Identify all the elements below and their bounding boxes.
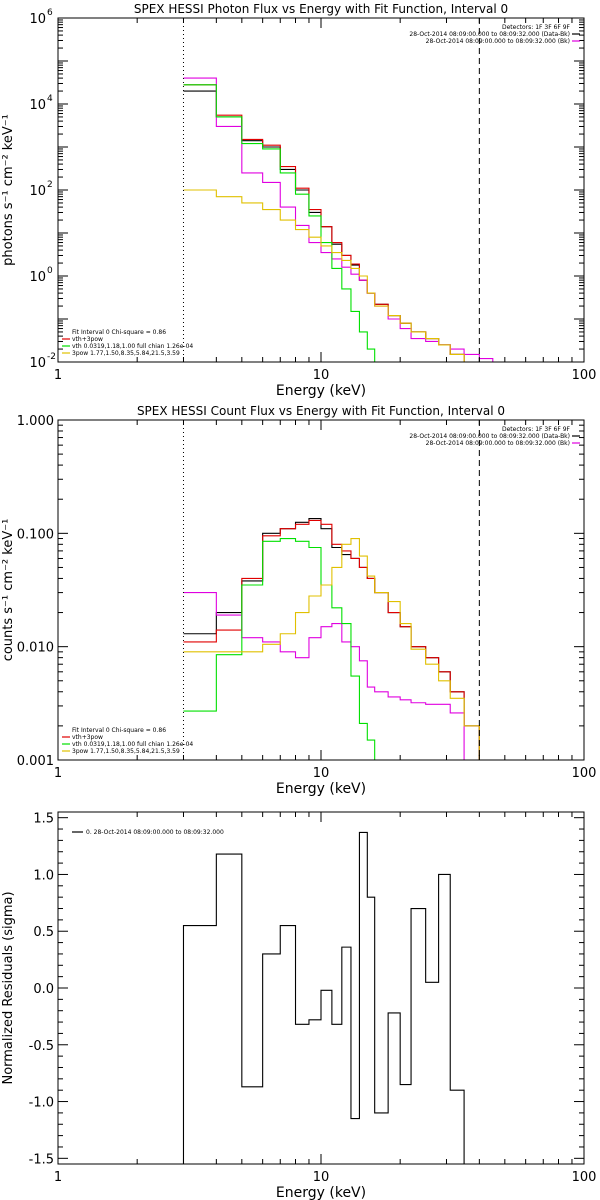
photon-flux-legend-text: 28-Oct-2014 08:09:00.000 to 08:09:32.000… bbox=[409, 31, 570, 38]
residuals-x-tick-label: 1 bbox=[54, 1170, 62, 1185]
photon-flux-y-tick-exponent: -2 bbox=[47, 352, 56, 362]
count-flux-y-tick-label: 0.010 bbox=[17, 641, 54, 656]
count-flux-x-axis-label: Energy (keV) bbox=[276, 781, 366, 797]
count-flux-legend-text: Detectors: 1F 3F 6F 9F bbox=[502, 426, 571, 433]
count-flux-series-1-line bbox=[183, 519, 480, 760]
photon-flux-x-tick-label: 10 bbox=[313, 368, 330, 383]
count-flux-series-group bbox=[183, 518, 506, 760]
residuals-plot-frame bbox=[57, 811, 585, 1165]
photon-flux-x-axis-label: Energy (keV) bbox=[276, 383, 366, 399]
count-flux-legend-text: vth+3pow bbox=[72, 734, 103, 741]
photon-flux-x-axis: 1 10 100 Energy (keV) bbox=[54, 18, 597, 399]
photon-flux-x-tick-label: 100 bbox=[572, 368, 597, 383]
photon-flux-y-tick-label: 10 bbox=[29, 270, 46, 285]
photon-flux-series-4-line bbox=[183, 189, 506, 362]
residuals-y-tick-label: -1.0 bbox=[29, 1096, 54, 1111]
photon-flux-legend-text: 3pow 1.77,1.50,8.35,5.84,21.5,3.59 bbox=[72, 350, 180, 357]
photon-flux-series-group bbox=[183, 77, 506, 362]
residuals-series-0-line bbox=[182, 831, 465, 1164]
photon-flux-legend-text: Detectors: 1F 3F 6F 9F bbox=[502, 24, 571, 31]
count-flux-y-axis-label: counts s⁻¹ cm⁻² keV⁻¹ bbox=[1, 519, 16, 662]
photon-flux-series-2-line bbox=[183, 77, 494, 362]
residuals-y-tick-label: 1.5 bbox=[33, 812, 54, 827]
residuals-x-axis: 1 10 100 Energy (keV) bbox=[54, 812, 597, 1200]
photon-flux-legend-text: Fit Interval 0 Chi-square = 0.86 bbox=[72, 329, 166, 336]
residuals-series-group bbox=[182, 831, 465, 1164]
count-flux-legend-text: 3pow 1.77,1.50,8.35,5.84,21.5,3.59 bbox=[72, 748, 180, 755]
count-flux-legend-text: vth 0.0319,1.18,1.00 full chian 1.26e-04 bbox=[72, 741, 193, 748]
residuals-legend: 0. 28-Oct-2014 08:09:00.000 to 08:09:32.… bbox=[72, 829, 224, 836]
count-flux-chart-title: SPEX HESSI Count Flux vs Energy with Fit… bbox=[137, 404, 505, 418]
count-flux-series-0-line bbox=[183, 518, 480, 760]
count-flux-y-tick-label: 0.100 bbox=[17, 527, 54, 542]
residuals-x-tick-label: 10 bbox=[313, 1170, 330, 1185]
residuals-y-tick-label: 0.0 bbox=[33, 982, 54, 997]
count-flux-x-tick-label: 1 bbox=[54, 766, 62, 781]
photon-flux-y-axis-label: photons s⁻¹ cm⁻² keV⁻¹ bbox=[1, 114, 16, 266]
photon-flux-legend-text: 28-Oct-2014 08:09:00.000 to 08:09:32.000… bbox=[426, 38, 570, 45]
count-flux-x-tick-label: 100 bbox=[572, 766, 597, 781]
photon-flux-series-3-line bbox=[183, 84, 389, 362]
residuals-y-tick-label: 1.0 bbox=[33, 868, 54, 883]
residuals-y-axis: -1.5 -1.0 -0.5 0.0 0.5 1.0 1.5 Normalized Resid… bbox=[1, 812, 584, 1167]
count-flux-panel: SPEX HESSI Count Flux vs Energy with Fit… bbox=[1, 404, 596, 797]
count-flux-series-4-line bbox=[183, 537, 506, 760]
photon-flux-y-tick-exponent: 0 bbox=[47, 266, 53, 276]
count-flux-x-tick-label: 10 bbox=[313, 766, 330, 781]
photon-flux-panel: SPEX HESSI Photon Flux vs Energy with Fi… bbox=[1, 2, 596, 399]
residuals-y-tick-label: -0.5 bbox=[29, 1039, 54, 1054]
residuals-legend-text: 0. 28-Oct-2014 08:09:00.000 to 08:09:32.… bbox=[86, 829, 224, 836]
photon-flux-y-tick-label: 10 bbox=[29, 12, 46, 27]
count-flux-y-tick-label: 0.001 bbox=[17, 754, 54, 769]
photon-flux-legend-text: vth+3pow bbox=[72, 336, 103, 343]
photon-flux-legend-text: vth 0.0319,1.18,1.00 full chian 1.26e-04 bbox=[72, 343, 193, 350]
photon-flux-y-tick-label: 10 bbox=[29, 98, 46, 113]
photon-flux-y-tick-exponent: 2 bbox=[47, 180, 53, 190]
count-flux-x-axis: 1 10 100 Energy (keV) bbox=[54, 420, 597, 797]
residuals-x-axis-label: Energy (keV) bbox=[276, 1185, 366, 1200]
photon-flux-y-tick-label: 10 bbox=[29, 184, 46, 199]
photon-flux-plot-frame bbox=[57, 17, 585, 363]
count-flux-series-3-line bbox=[183, 537, 376, 760]
residuals-x-tick-label: 100 bbox=[572, 1170, 597, 1185]
photon-flux-y-tick-label: 10 bbox=[29, 356, 46, 371]
residuals-y-axis-label: Normalized Residuals (sigma) bbox=[1, 891, 16, 1084]
count-flux-legend-text: Fit Interval 0 Chi-square = 0.86 bbox=[72, 727, 166, 734]
count-flux-y-tick-label: 1.000 bbox=[17, 414, 54, 429]
photon-flux-y-tick-exponent: 4 bbox=[47, 94, 53, 104]
count-flux-series-2-line bbox=[183, 592, 465, 760]
count-flux-legend-text: 28-Oct-2014 08:09:00.000 to 08:09:32.000… bbox=[409, 433, 570, 440]
residuals-y-tick-label: -1.5 bbox=[29, 1152, 54, 1167]
photon-flux-y-tick-exponent: 6 bbox=[47, 8, 53, 18]
photon-flux-chart-title: SPEX HESSI Photon Flux vs Energy with Fi… bbox=[134, 2, 508, 16]
count-flux-legend-text: 28-Oct-2014 08:09:00.000 to 08:09:32.000… bbox=[426, 440, 570, 447]
photon-flux-x-tick-label: 1 bbox=[54, 368, 62, 383]
count-flux-y-axis: 0.001 0.010 0.100 1.000 counts s⁻¹ cm⁻² keV⁻… bbox=[1, 414, 584, 769]
residuals-y-tick-label: 0.5 bbox=[33, 925, 54, 940]
